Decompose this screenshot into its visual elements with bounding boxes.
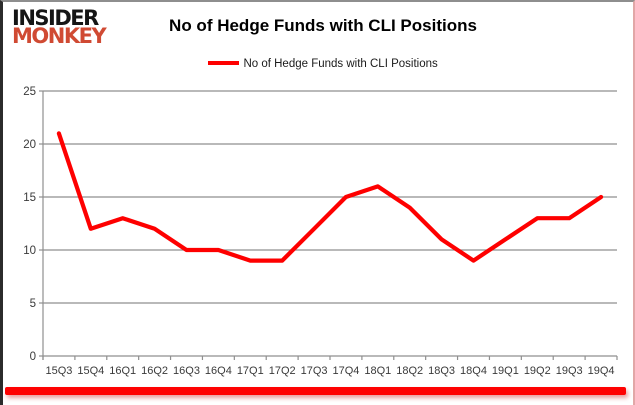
insider-monkey-logo: INSIDER MONKEY [12, 6, 107, 49]
line-chart: 0 5 10 15 20 25 15Q3 15Q4 16Q1 16Q2 16Q3 16Q4 17Q1 17… [23, 86, 618, 377]
x-tick-label: 15Q3 [45, 365, 72, 377]
y-tick-label: 0 [30, 351, 36, 363]
x-tick-label: 18Q4 [460, 365, 487, 377]
x-tick-label: 17Q3 [301, 365, 328, 377]
x-tick-label: 17Q1 [237, 365, 264, 377]
y-tick-label: 10 [23, 245, 36, 257]
x-tick-label: 17Q4 [332, 365, 359, 377]
x-tick-label: 18Q3 [428, 365, 455, 377]
x-tick-label: 16Q1 [109, 365, 136, 377]
data-series-line [56, 131, 604, 263]
x-tick-label: 19Q2 [524, 365, 551, 377]
x-tick-label: 19Q4 [588, 365, 615, 377]
x-tick-label: 17Q2 [269, 365, 296, 377]
x-tick-label: 15Q4 [77, 365, 104, 377]
logo-insider-text: INSIDER [12, 6, 99, 30]
legend-label: No of Hedge Funds with CLI Positions [243, 58, 438, 70]
bottom-accent-bar [5, 387, 626, 395]
x-tick-label: 19Q3 [556, 365, 583, 377]
legend-line-swatch [208, 60, 240, 66]
x-tick-label: 18Q1 [364, 365, 391, 377]
x-tick-label: 16Q4 [205, 365, 232, 377]
chart-title: No of Hedge Funds with CLI Positions [169, 16, 477, 35]
x-tick-label: 16Q2 [141, 365, 168, 377]
x-tick-label: 18Q2 [396, 365, 423, 377]
y-tick-label: 20 [23, 139, 36, 151]
y-tick-label: 25 [23, 86, 36, 98]
y-tick-label: 15 [23, 192, 36, 204]
legend: No of Hedge Funds with CLI Positions [123, 58, 523, 70]
x-tick-label: 16Q3 [173, 365, 200, 377]
logo-monkey-text: MONKEY [12, 24, 107, 49]
x-tick-label: 19Q1 [492, 365, 519, 377]
y-tick-label: 5 [30, 298, 36, 310]
